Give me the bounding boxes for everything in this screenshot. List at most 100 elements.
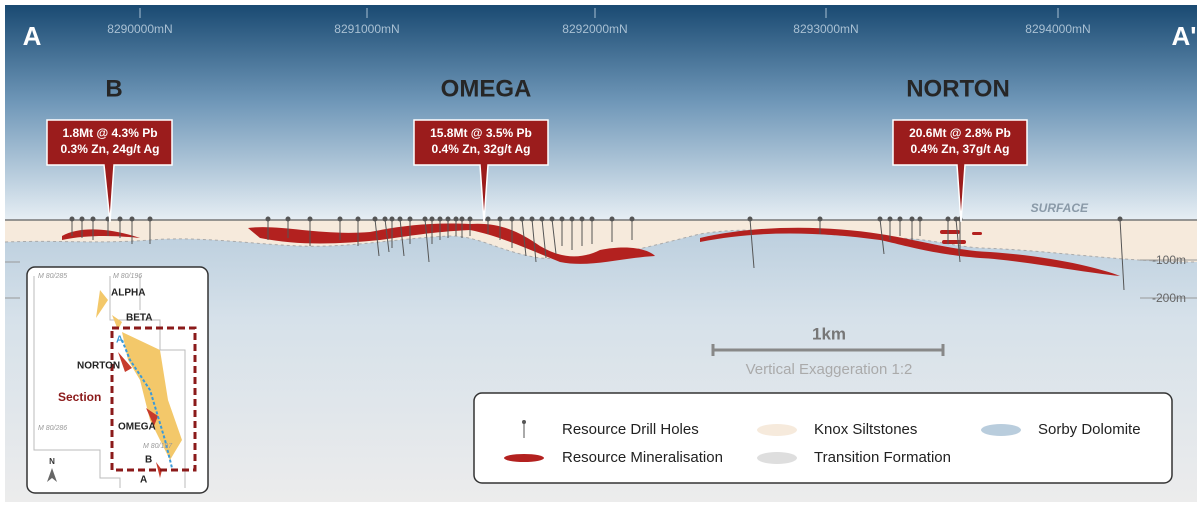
drill-collar bbox=[529, 216, 535, 222]
drill-hole bbox=[374, 218, 380, 257]
deposit-name: NORTON bbox=[906, 75, 1010, 102]
header: A A' 8290000mN 8291000mN 8292000mN 82930… bbox=[23, 8, 1197, 51]
callout-text: 20.6Mt @ 2.8% Pb bbox=[909, 126, 1011, 140]
section-end: A bbox=[116, 335, 123, 346]
drill-collar bbox=[559, 216, 565, 222]
drill-hole bbox=[531, 218, 537, 263]
drill-collar bbox=[569, 216, 575, 222]
drill-collar bbox=[265, 216, 271, 222]
northing: 8291000mN bbox=[334, 22, 399, 36]
drill-collar bbox=[382, 216, 388, 222]
scale-bar: 1km Vertical Exaggeration 1:2 bbox=[711, 324, 945, 378]
drill-collar bbox=[579, 216, 585, 222]
drill-collar bbox=[539, 216, 545, 222]
legend-label: Knox Siltstones bbox=[814, 421, 917, 438]
tenement: M 80/286 bbox=[38, 425, 67, 432]
callout-text: 15.8Mt @ 3.5% Pb bbox=[430, 126, 532, 140]
callout-text: 0.4% Zn, 32g/t Ag bbox=[432, 142, 531, 156]
drill-collar bbox=[747, 216, 753, 222]
northing: 8294000mN bbox=[1025, 22, 1090, 36]
drill-hole bbox=[749, 218, 755, 269]
drill-hole bbox=[521, 218, 527, 257]
surface-label: SURFACE bbox=[1031, 201, 1089, 215]
northing: 8292000mN bbox=[562, 22, 627, 36]
drill-collar bbox=[372, 216, 378, 222]
deposit-name: B bbox=[105, 75, 122, 102]
inset-deposit: B bbox=[145, 455, 152, 466]
drill-collar bbox=[445, 216, 451, 222]
callout-text: 0.3% Zn, 24g/t Ag bbox=[61, 142, 160, 156]
drill-collar bbox=[355, 216, 361, 222]
northing: 8293000mN bbox=[793, 22, 858, 36]
callout bbox=[892, 119, 1028, 223]
drill-collar bbox=[953, 216, 959, 222]
inset-deposit: OMEGA bbox=[118, 422, 156, 433]
legend-label: Resource Drill Holes bbox=[562, 421, 699, 438]
drill-collar bbox=[129, 216, 135, 222]
scale-label: 1km bbox=[812, 324, 846, 343]
drill-hole bbox=[955, 218, 961, 263]
drill-collar bbox=[117, 216, 123, 222]
drill-collar bbox=[549, 216, 555, 222]
section-label: Section bbox=[58, 390, 101, 404]
drill-collar bbox=[877, 216, 883, 222]
drill-collar bbox=[629, 216, 635, 222]
drill-collar bbox=[307, 216, 313, 222]
sky bbox=[5, 5, 1197, 220]
callout bbox=[413, 119, 549, 223]
drill-collar bbox=[389, 216, 395, 222]
drill-collar bbox=[79, 216, 85, 222]
drill-collar bbox=[147, 216, 153, 222]
drill-hole bbox=[879, 218, 885, 255]
callout bbox=[46, 119, 173, 223]
inset-deposit: BETA bbox=[126, 313, 152, 324]
drill-collar bbox=[467, 216, 473, 222]
deposit-callouts: B 1.8Mt @ 4.3% Pb 0.3% Zn, 24g/t Ag OMEG… bbox=[46, 75, 1028, 223]
callout-text: 0.4% Zn, 37g/t Ag bbox=[911, 142, 1010, 156]
deposit-name: OMEGA bbox=[441, 75, 532, 102]
callout-text: 1.8Mt @ 4.3% Pb bbox=[62, 126, 157, 140]
drill-holes bbox=[69, 216, 1125, 291]
drill-collar bbox=[90, 216, 96, 222]
tenement: M 80/197 bbox=[143, 443, 173, 450]
inset-deposit: ALPHA bbox=[111, 288, 145, 299]
drill-collar bbox=[887, 216, 893, 222]
drill-collar bbox=[69, 216, 75, 222]
drill-collar bbox=[453, 216, 459, 222]
drill-collar bbox=[285, 216, 291, 222]
drill-collar bbox=[422, 216, 428, 222]
drill-collar bbox=[589, 216, 595, 222]
drill-collar bbox=[437, 216, 443, 222]
drill-collar bbox=[429, 216, 435, 222]
drill-collar bbox=[485, 216, 491, 222]
drill-collar bbox=[817, 216, 823, 222]
north-label: N bbox=[49, 457, 55, 466]
inset-deposit: NORTON bbox=[77, 361, 120, 372]
legend: Resource Drill Holes Resource Mineralisa… bbox=[473, 392, 1173, 484]
drill-collar bbox=[459, 216, 465, 222]
drill-collar bbox=[897, 216, 903, 222]
drill-hole bbox=[399, 218, 405, 257]
drill-hole bbox=[424, 218, 430, 263]
drill-collar bbox=[497, 216, 503, 222]
legend-label: Transition Formation bbox=[814, 449, 951, 466]
corner-label: A bbox=[23, 21, 42, 51]
legend-label: Resource Mineralisation bbox=[562, 449, 723, 466]
drill-collar bbox=[519, 216, 525, 222]
corner-label: A' bbox=[1172, 21, 1197, 51]
drill-collar bbox=[509, 216, 515, 222]
northing: 8290000mN bbox=[107, 22, 172, 36]
tenement: M 80/196 bbox=[113, 273, 142, 280]
inset-map: M 80/285 M 80/196 M 80/286 M 80/197 ALPH… bbox=[26, 266, 209, 494]
drill-collar bbox=[945, 216, 951, 222]
drill-collar bbox=[609, 216, 615, 222]
exaggeration: Vertical Exaggeration 1:2 bbox=[746, 361, 913, 378]
drill-hole bbox=[1119, 218, 1125, 291]
legend-label: Sorby Dolomite bbox=[1038, 421, 1141, 438]
depth-label: -200m bbox=[1152, 291, 1186, 305]
drill-collar bbox=[337, 216, 343, 222]
depth-label: -100m bbox=[1152, 253, 1186, 267]
section-end: A bbox=[140, 475, 147, 486]
drill-collar bbox=[917, 216, 923, 222]
